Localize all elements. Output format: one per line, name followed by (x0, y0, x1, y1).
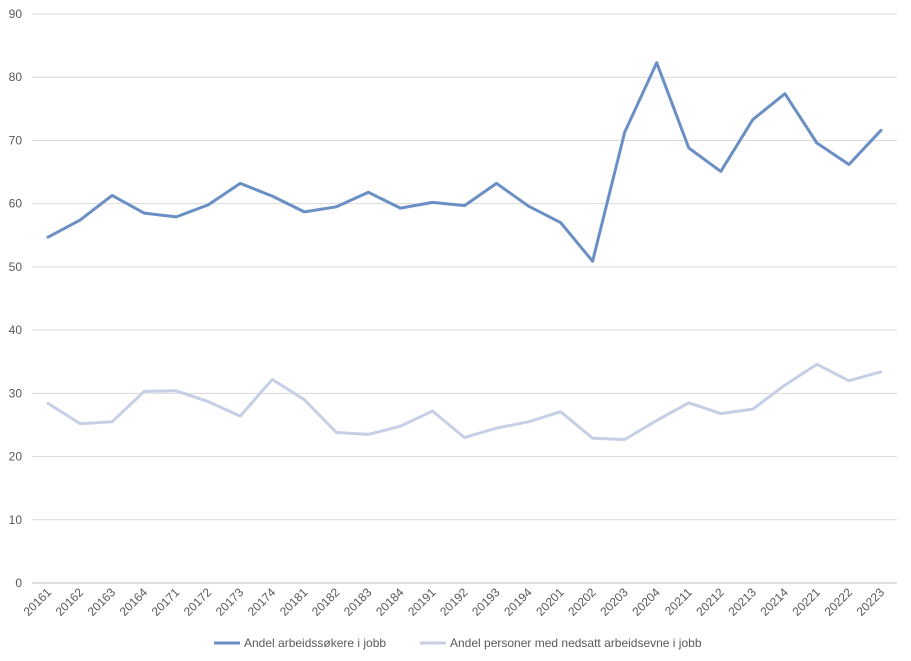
y-tick-label: 20 (9, 450, 23, 464)
y-tick-label: 0 (15, 576, 22, 590)
series-line-2 (46, 362, 883, 441)
x-tick-label: 20223 (854, 585, 888, 619)
x-tick-label: 20212 (693, 585, 727, 619)
y-tick-label: 10 (9, 513, 23, 527)
y-axis-tick-labels: 0 10 20 30 40 50 60 70 80 90 (9, 7, 23, 590)
x-tick-label: 20202 (565, 585, 599, 619)
x-tick-label: 20194 (501, 585, 535, 619)
x-tick-label: 20183 (341, 585, 375, 619)
x-axis-tick-labels: 2016120162201632016420171201722017320174… (21, 585, 888, 619)
x-tick-label: 20173 (213, 585, 247, 619)
x-tick-label: 20184 (373, 585, 407, 619)
y-tick-label: 50 (9, 260, 23, 274)
legend-label-series-1: Andel arbeidssøkere i jobb (244, 636, 386, 650)
x-tick-label: 20222 (822, 585, 856, 619)
x-tick-label: 20164 (117, 585, 151, 619)
x-tick-label: 20172 (181, 585, 215, 619)
x-tick-label: 20161 (21, 585, 55, 619)
x-tick-label: 20201 (533, 585, 567, 619)
gridlines (32, 13, 897, 584)
y-tick-label: 60 (9, 197, 23, 211)
y-tick-label: 40 (9, 323, 23, 337)
x-tick-label: 20211 (662, 585, 695, 618)
x-tick-label: 20171 (149, 585, 183, 619)
y-tick-label: 30 (9, 386, 23, 400)
x-tick-label: 20193 (469, 585, 503, 619)
x-tick-label: 20181 (277, 585, 311, 619)
series-line-1 (46, 61, 883, 263)
legend: Andel arbeidssøkere i jobb Andel persone… (214, 636, 702, 650)
series-lines (46, 61, 883, 441)
x-tick-label: 20204 (629, 585, 663, 619)
x-tick-label: 20162 (53, 585, 87, 619)
x-tick-label: 20163 (85, 585, 119, 619)
x-tick-label: 20213 (725, 585, 759, 619)
x-tick-label: 20191 (405, 585, 439, 619)
x-tick-label: 20174 (245, 585, 279, 619)
x-tick-label: 20214 (757, 585, 791, 619)
x-tick-label: 20203 (597, 585, 631, 619)
y-tick-label: 70 (9, 133, 23, 147)
legend-label-series-2: Andel personer med nedsatt arbeidsevne i… (450, 636, 702, 650)
x-tick-label: 20221 (790, 585, 824, 619)
y-tick-label: 90 (9, 7, 23, 21)
y-tick-label: 80 (9, 70, 23, 84)
x-tick-label: 20192 (437, 585, 471, 619)
x-tick-label: 20182 (309, 585, 343, 619)
